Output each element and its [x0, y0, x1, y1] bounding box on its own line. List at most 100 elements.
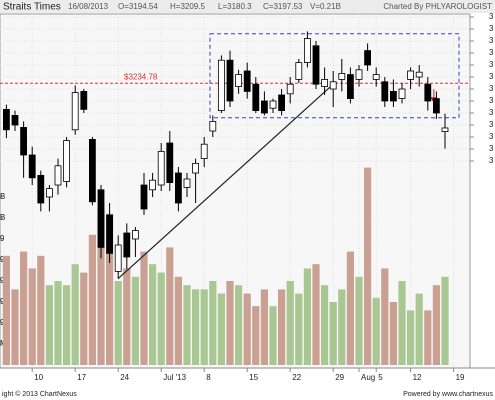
candle-body [140, 184, 148, 210]
header-field: O=3194.54 [118, 2, 158, 11]
volume-bar [63, 285, 71, 365]
candle-body [424, 83, 432, 102]
volume-bar [235, 285, 243, 365]
candle-body [364, 50, 372, 66]
x-tick-label: 22 [292, 373, 301, 382]
x-tick-label: Jul '13 [163, 373, 186, 382]
candle-body [338, 73, 346, 80]
candle-body [389, 91, 397, 102]
candle-body [183, 178, 191, 188]
candle-body [415, 71, 423, 78]
candle-body [269, 100, 277, 109]
candle-body [321, 79, 329, 88]
volume-bar [45, 285, 53, 365]
header-field: H=3209.5 [170, 2, 205, 11]
volume-tick-label: 9 [0, 318, 5, 327]
candle-body [97, 189, 105, 248]
y-tick-label: 3 [489, 12, 494, 21]
y-tick-label: 3 [489, 96, 494, 105]
candle-body [89, 138, 96, 203]
candle-body [372, 74, 380, 80]
volume-bar [157, 272, 165, 365]
volume-bar [54, 281, 62, 365]
y-tick-label: 3 [489, 36, 494, 45]
volume-tick-label: 9 [0, 234, 5, 243]
volume-bar [415, 293, 423, 365]
volume-bar [329, 302, 337, 365]
y-tick-label: 3 [489, 144, 494, 153]
volume-bar [88, 234, 96, 365]
volume-bar [398, 281, 406, 365]
candle-body [398, 88, 406, 100]
candle-body [46, 188, 53, 198]
candle-body [252, 83, 260, 111]
candle-body [209, 121, 217, 132]
volume-bar [424, 310, 432, 365]
candle-body [71, 92, 79, 131]
candle-body [106, 214, 113, 254]
volume-bar [338, 289, 346, 365]
volume-tick-label: B [0, 213, 5, 222]
volume-bar [346, 251, 354, 365]
volume-bar [252, 306, 260, 365]
volume-bar [321, 285, 329, 365]
header-date: 16/08/2013 [68, 2, 109, 11]
volume-bar [372, 297, 380, 365]
y-tick-label: 3 [489, 60, 494, 69]
volume-bar [114, 281, 122, 365]
x-tick-label: 12 [413, 373, 422, 382]
volume-bar [174, 276, 182, 365]
candle-body [303, 38, 311, 63]
footer-copyright: ight © 2013 ChartNexus [2, 390, 77, 398]
x-tick-label: 10 [34, 373, 43, 382]
candle-body [3, 109, 10, 131]
volume-bar [209, 281, 217, 365]
chart-title: Straits Times [3, 2, 61, 13]
volume-bar [97, 209, 105, 365]
x-tick-label: 5 [378, 373, 383, 382]
candle-body [28, 154, 36, 179]
volume-bar [28, 268, 36, 365]
candle-body [329, 81, 337, 90]
volume-bar [381, 268, 389, 365]
header-field: V=0.21B [310, 2, 341, 11]
x-tick-label: 8 [206, 373, 211, 382]
candle-body [432, 98, 440, 114]
volume-bar [37, 255, 45, 365]
header-bar [0, 0, 495, 13]
x-tick-label: 17 [77, 373, 86, 382]
volume-tick-label: B [0, 192, 5, 201]
candle-body [149, 179, 157, 191]
volume-bar [303, 268, 311, 365]
volume-bar [364, 167, 372, 365]
volume-bar [389, 302, 397, 365]
volume-bar [140, 251, 148, 365]
volume-bar [286, 281, 294, 365]
y-tick-label: 3 [489, 72, 494, 81]
volume-bar [11, 289, 19, 365]
volume-bar [149, 264, 157, 365]
volume-bar [192, 289, 200, 365]
candle-body [286, 83, 294, 95]
y-tick-label: 3 [489, 132, 494, 141]
candle-body [407, 70, 415, 80]
candle-body [200, 143, 208, 159]
candle-body [295, 62, 303, 80]
y-tick-label: 3 [489, 48, 494, 57]
y-tick-label: 3 [489, 108, 494, 117]
candle-body [260, 100, 268, 114]
volume-bar [106, 213, 114, 365]
volume-bar [183, 285, 191, 365]
x-tick-label: 15 [249, 373, 258, 382]
candle-body [114, 244, 122, 272]
y-tick-label: 3 [489, 120, 494, 129]
header-field: C=3197.53 [263, 2, 303, 11]
candle-body [37, 174, 45, 204]
candle-body [54, 165, 62, 186]
candle-body [123, 232, 131, 258]
y-tick-label: 3 [489, 84, 494, 93]
volume-bar [200, 289, 208, 365]
volume-bar [432, 285, 440, 365]
candle-body [131, 230, 139, 240]
